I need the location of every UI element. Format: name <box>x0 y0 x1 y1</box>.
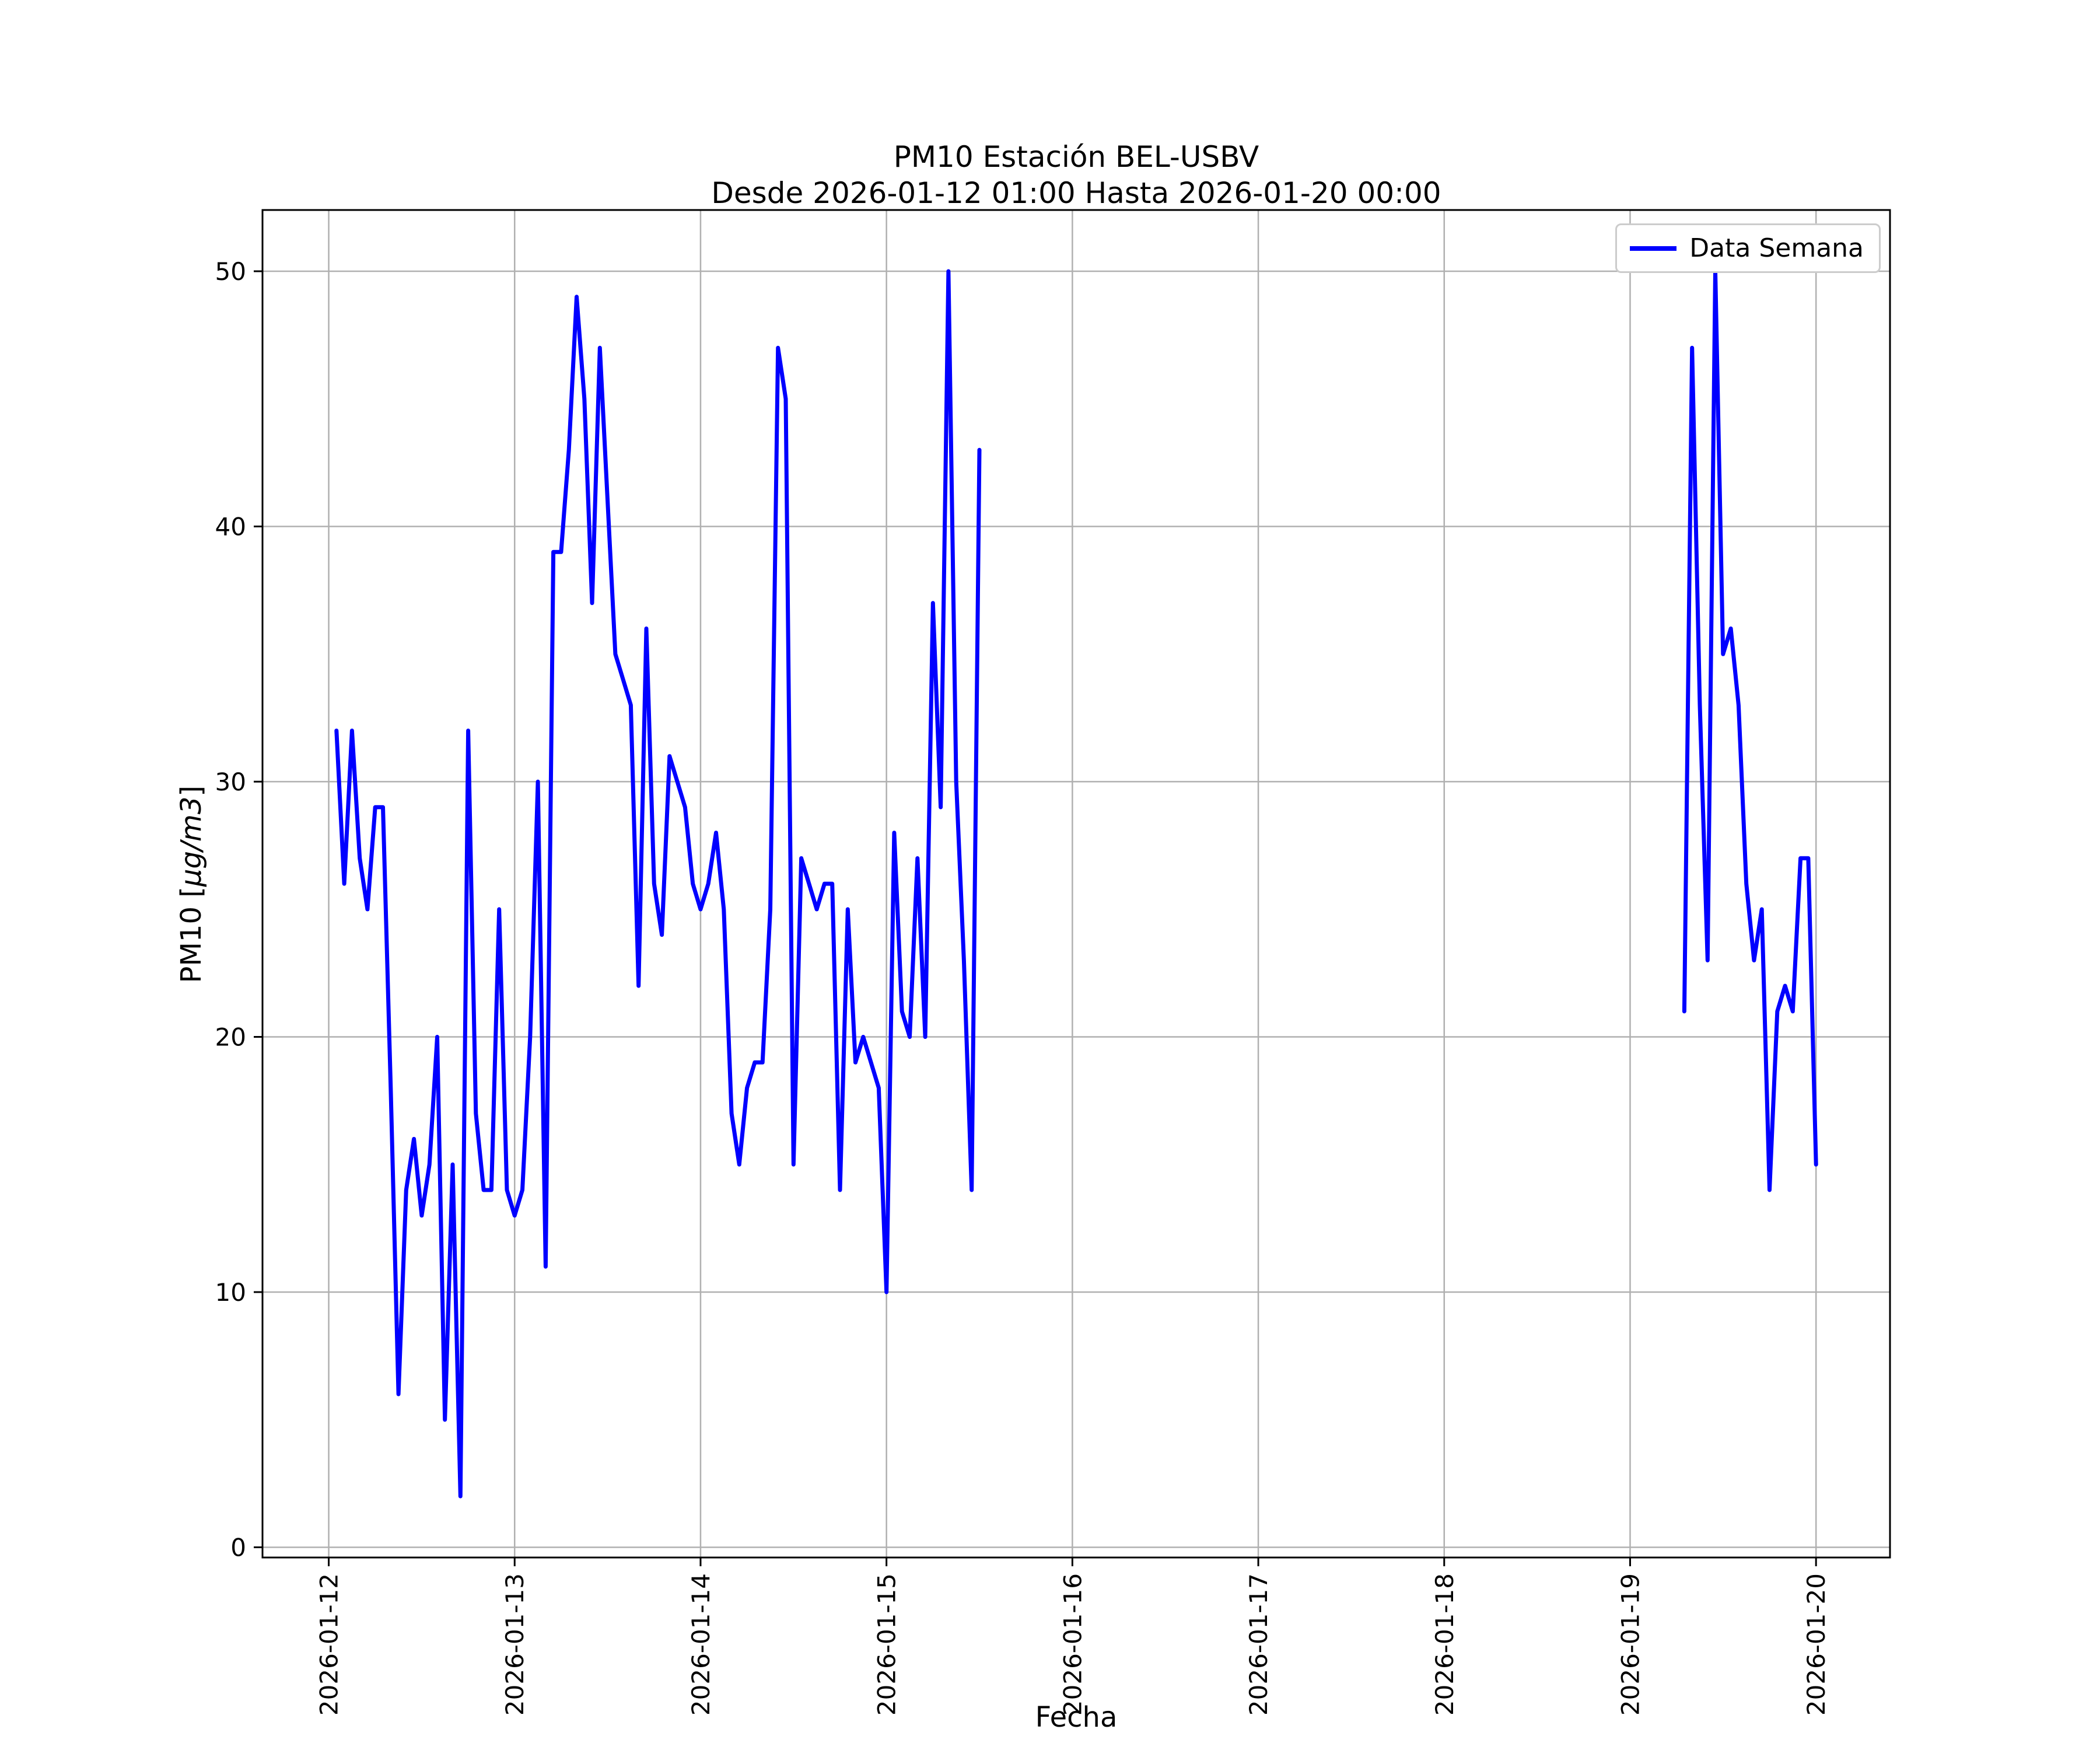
y-tick-label: 40 <box>215 513 246 541</box>
chart-title: PM10 Estación BEL-USBV Desde 2026-01-12 … <box>262 139 1890 211</box>
axes-spines <box>261 209 1891 1559</box>
y-axis-label: PM10 [µg/m3] <box>175 704 210 1065</box>
y-tick-label: 10 <box>215 1278 246 1307</box>
x-tick-label: 2026-01-12 <box>315 1573 344 1716</box>
y-tick-label: 20 <box>215 1023 246 1052</box>
legend: Data Semana <box>1615 223 1881 273</box>
y-axis-label-suffix: ] <box>175 785 208 797</box>
y-tick-label: 30 <box>215 768 246 796</box>
x-tick-label: 2026-01-17 <box>1244 1573 1273 1716</box>
data-series-line <box>334 269 982 1499</box>
axis-tick-labels: 2026-01-12 2026-01-13 2026-01-14 2026-01-15… <box>215 257 1831 1716</box>
legend-line-sample <box>1630 246 1677 251</box>
legend-label: Data Semana <box>1689 233 1864 263</box>
data-series-line <box>1682 269 1818 1192</box>
x-tick-label: 2026-01-19 <box>1616 1573 1644 1716</box>
x-tick-label: 2026-01-15 <box>873 1573 901 1716</box>
x-tick-label: 2026-01-16 <box>1058 1573 1087 1716</box>
x-tick-label: 2026-01-13 <box>501 1573 529 1716</box>
x-tick-label: 2026-01-20 <box>1802 1573 1831 1716</box>
axis-ticks <box>254 270 1817 1566</box>
data-series <box>334 269 1818 1499</box>
y-axis-label-units: µg/m3 <box>175 796 208 887</box>
chart-title-line1: PM10 Estación BEL-USBV <box>893 140 1259 174</box>
y-tick-label: 50 <box>215 257 246 286</box>
x-tick-label: 2026-01-18 <box>1430 1573 1459 1716</box>
y-tick-label: 0 <box>230 1534 246 1562</box>
y-axis-label-prefix: PM10 [ <box>175 886 208 984</box>
x-tick-label: 2026-01-14 <box>687 1573 715 1716</box>
chart-title-line2: Desde 2026-01-12 01:00 Hasta 2026-01-20 … <box>711 176 1441 210</box>
grid-lines <box>262 210 1890 1558</box>
x-axis-label: Fecha <box>1035 1701 1118 1734</box>
